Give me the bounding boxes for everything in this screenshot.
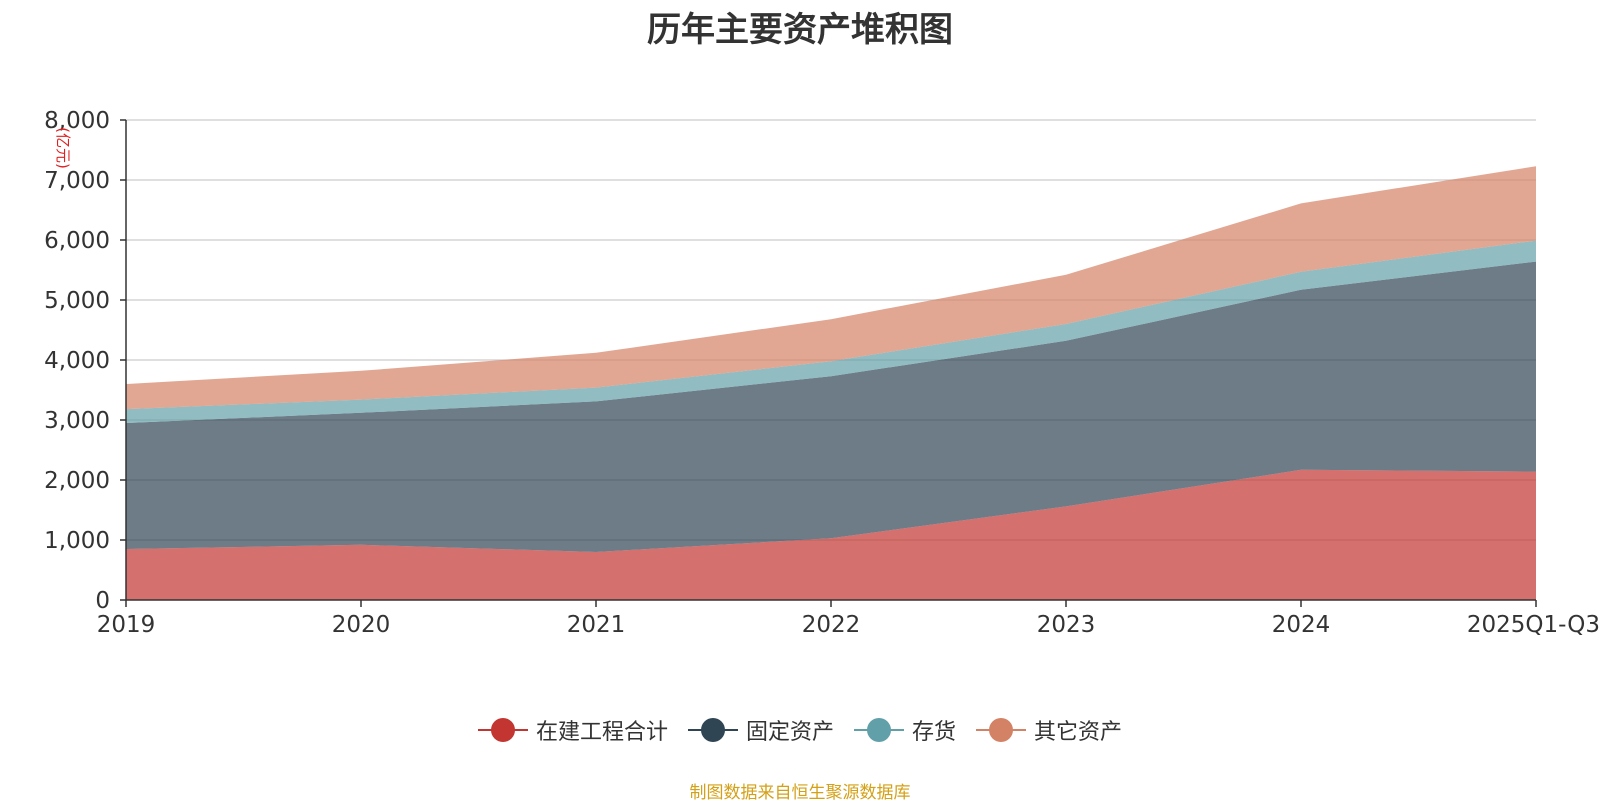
legend-label: 其它资产 [1034,720,1123,745]
legend-marker-icon [854,717,904,743]
legend-item-0[interactable]: 在建工程合计 [477,714,668,746]
x-tick-label-3: 2022 [802,612,861,638]
legend-marker-icon [477,717,528,743]
area-3 [126,166,1536,410]
legend-item-3[interactable]: 其它资产 [976,714,1122,746]
legend-item-1[interactable]: 固定资产 [687,714,834,746]
y-tick-label-6: 6,000 [44,228,110,254]
y-tick-label-5: 5,000 [44,288,110,314]
y-tick-label-0: 0 [95,588,110,614]
x-tick-label-0: 2019 [97,612,156,638]
x-tick-label-5: 2024 [1272,612,1331,638]
y-axis-label: (亿元) [54,127,72,169]
y-tick-label-1: 1,000 [44,528,110,554]
legend-item-2[interactable]: 存货 [854,714,956,746]
stacked-area-chart: 0 1,000 2,000 3,000 4,000 5,000 6,000 7,000 8,00… [44,108,1600,638]
chart-title: 历年主要资产堆积图 [647,10,953,50]
area-1 [126,261,1536,552]
x-tick-label-6: 2025Q1-Q3 [1467,612,1600,638]
legend-marker-icon [976,717,1027,743]
legend-label: 存货 [912,720,957,745]
chart-legend: 在建工程合计 固定资产 存货 其它资产 [0,714,1600,746]
y-tick-label-2: 2,000 [44,468,110,494]
legend-label: 固定资产 [745,720,834,745]
source-note: 制图数据来自恒生聚源数据库 [689,783,911,803]
y-tick-label-4: 4,000 [44,348,110,374]
y-tick-label-8: 8,000 [44,108,110,134]
area-2 [126,240,1536,423]
x-tick-label-2: 2021 [567,612,626,638]
x-tick-label-4: 2023 [1037,612,1096,638]
legend-label: 在建工程合计 [535,720,668,745]
x-tick-label-1: 2020 [332,612,391,638]
y-tick-label-3: 3,000 [44,408,110,434]
legend-marker-icon [687,717,738,743]
area-0 [126,469,1536,600]
y-tick-label-7: 7,000 [44,168,110,194]
